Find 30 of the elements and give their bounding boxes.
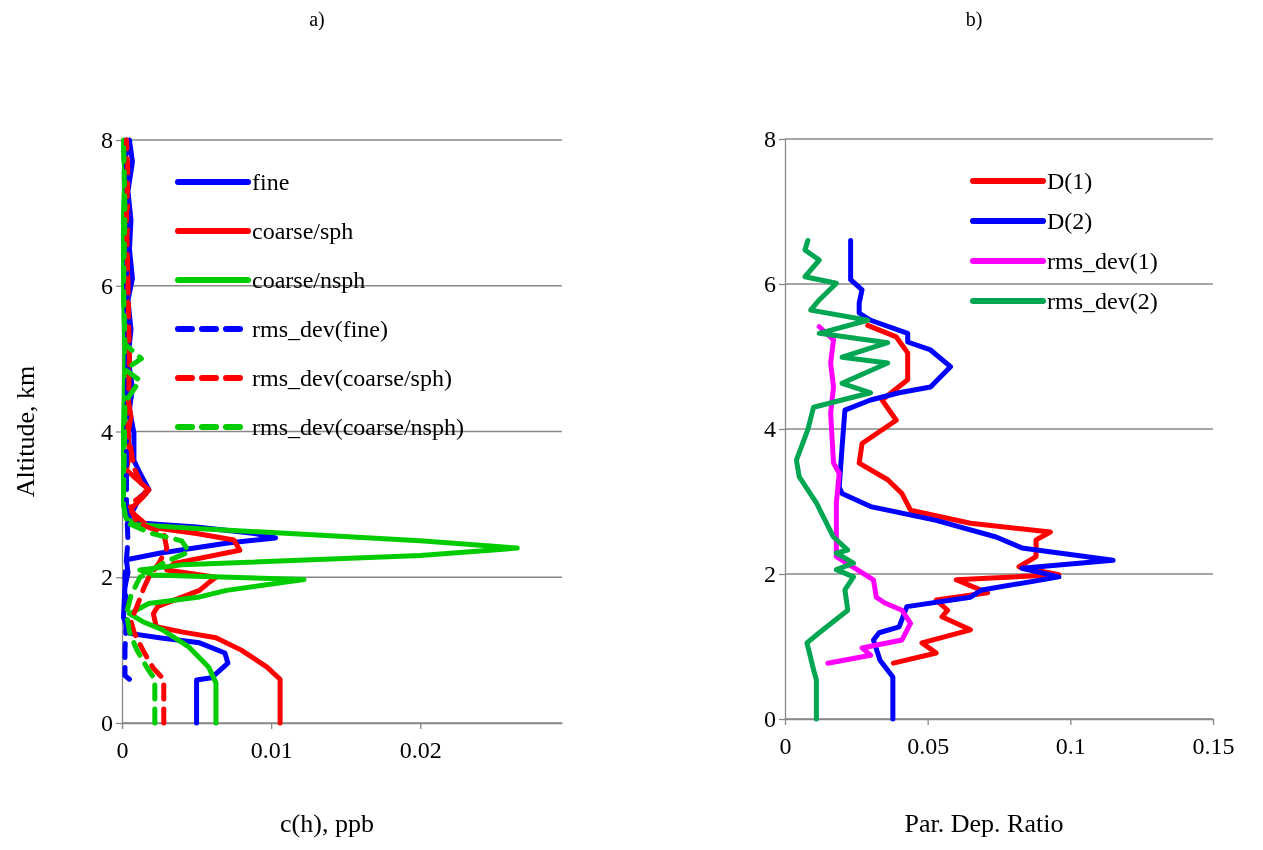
x-axis-title: Par. Dep. Ratio	[904, 809, 1064, 838]
legend-label: rms_dev(coarse/sph)	[252, 365, 452, 391]
y-tick-label: 0	[764, 706, 776, 733]
y-tick-label: 8	[764, 126, 776, 153]
x-tick-label: 0.01	[250, 737, 293, 764]
x-tick-label: 0.05	[907, 733, 950, 760]
legend-label: rms_dev(coarse/nsph)	[252, 414, 464, 440]
y-axis-title: Altitude, km	[11, 365, 40, 498]
legend-label: D(1)	[1047, 168, 1093, 194]
y-tick-label: 0	[101, 710, 113, 737]
y-tick-label: 4	[764, 416, 776, 443]
y-tick-label: 4	[101, 418, 113, 445]
legend-label: rms_dev(fine)	[252, 316, 388, 342]
x-tick-label: 0.02	[399, 737, 442, 764]
legend-label: coarse/nsph	[252, 267, 366, 293]
x-tick-label: 0.1	[1055, 733, 1086, 760]
chart-title: b)	[965, 8, 983, 31]
x-tick-label: 0.15	[1192, 733, 1235, 760]
y-tick-label: 2	[101, 564, 113, 591]
legend-label: fine	[252, 169, 290, 195]
legend-label: rms_dev(2)	[1047, 288, 1158, 314]
y-tick-label: 8	[101, 127, 113, 154]
x-axis-title: c(h), ppb	[280, 809, 374, 838]
legend-label: rms_dev(1)	[1047, 248, 1158, 274]
y-tick-label: 2	[764, 561, 776, 588]
y-tick-label: 6	[101, 272, 113, 299]
y-tick-label: 6	[764, 271, 776, 298]
legend-label: coarse/sph	[252, 218, 354, 244]
legend-label: D(2)	[1047, 208, 1093, 234]
chart-title: a)	[309, 8, 325, 31]
